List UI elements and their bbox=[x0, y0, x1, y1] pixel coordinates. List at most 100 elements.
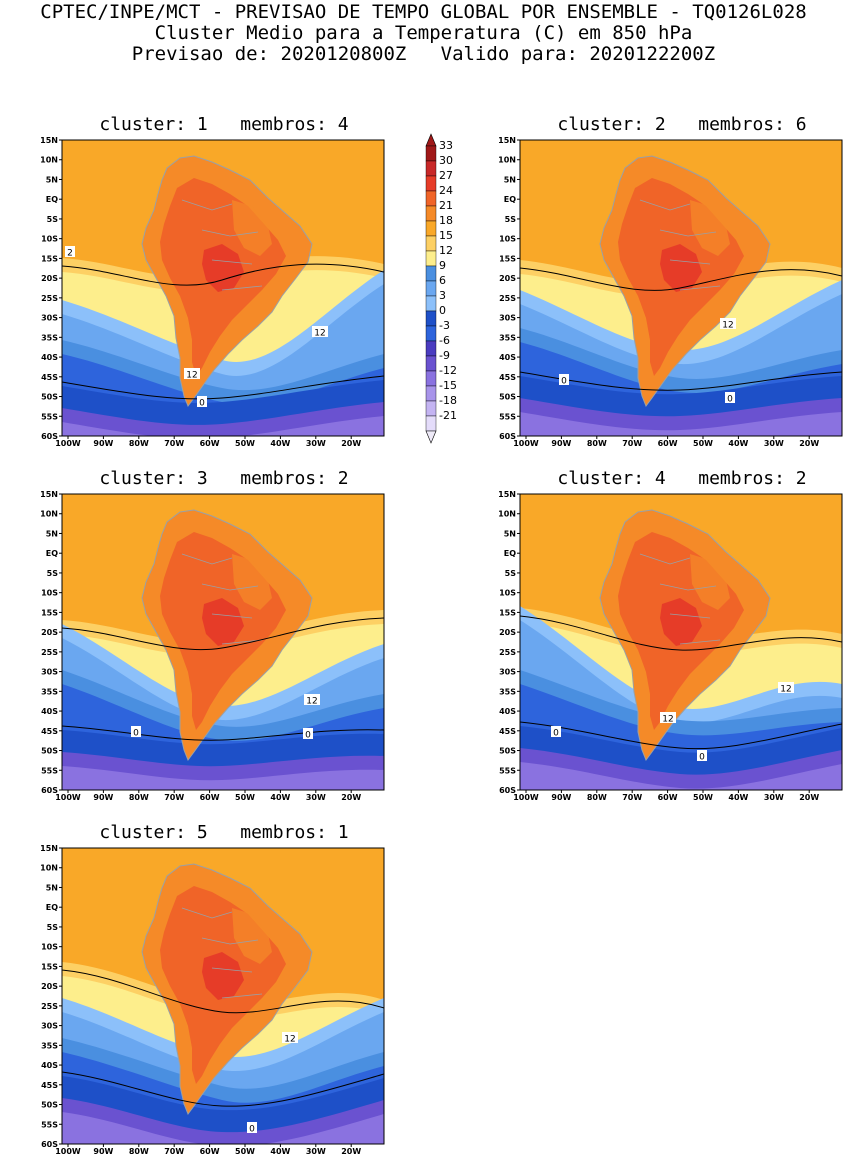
lat-label: 5N bbox=[46, 175, 58, 184]
lat-label: 25S bbox=[41, 648, 58, 657]
continent-hottest-core bbox=[202, 244, 244, 292]
colorbar-swatch bbox=[425, 265, 437, 282]
lat-label: 30S bbox=[41, 668, 58, 677]
lat-label: 35S bbox=[499, 333, 516, 342]
panel-4-title: cluster: 4 membros: 2 bbox=[557, 468, 807, 489]
colorbar-label: 21 bbox=[439, 199, 453, 212]
contour-12 bbox=[520, 615, 842, 651]
lat-label: 25S bbox=[41, 294, 58, 303]
lat-label: EQ bbox=[504, 195, 516, 204]
contour-0 bbox=[62, 1071, 384, 1107]
lat-label: 50S bbox=[41, 1101, 58, 1110]
lat-label: 45S bbox=[41, 373, 58, 382]
colorbar-label: 30 bbox=[439, 154, 453, 167]
lon-label: 80W bbox=[129, 439, 149, 448]
contour-12 bbox=[62, 263, 384, 286]
lat-label: 55S bbox=[41, 766, 58, 775]
lat-label: EQ bbox=[46, 195, 58, 204]
lon-label: 70W bbox=[164, 1147, 184, 1156]
continent-hottest-core bbox=[202, 598, 244, 646]
lon-label: 50W bbox=[235, 439, 255, 448]
lat-label: 30S bbox=[41, 1022, 58, 1031]
colorbar-swatch bbox=[425, 310, 437, 327]
lat-label: 35S bbox=[41, 687, 58, 696]
colorbar-label: -6 bbox=[439, 334, 450, 347]
lat-label: 60S bbox=[499, 786, 516, 795]
lat-label: 5S bbox=[505, 569, 517, 578]
lat-label: 25S bbox=[41, 1002, 58, 1011]
lon-label: 50W bbox=[693, 439, 713, 448]
colorbar-label: -12 bbox=[439, 364, 457, 377]
panel-3-map: 12 0 0 15N 10N 5N EQ 5S 10S 15S 20S 25S 30S 35S 40S 45S… bbox=[40, 490, 385, 802]
header-line-1: CPTEC/INPE/MCT - PREVISAO DE TEMPO GLOBA… bbox=[40, 1, 807, 23]
panel-3-title: cluster: 3 membros: 2 bbox=[99, 468, 349, 489]
lat-label: 20S bbox=[41, 628, 58, 637]
contour-label: 0 bbox=[699, 753, 705, 763]
lat-label: 15S bbox=[41, 962, 58, 971]
continent-hottest-core bbox=[202, 952, 244, 1000]
colorbar-top-arrow bbox=[425, 133, 437, 147]
colorbar-swatch bbox=[425, 190, 437, 207]
lat-label: 20S bbox=[41, 274, 58, 283]
contour-label-box bbox=[247, 1122, 257, 1133]
continent-hottest-core bbox=[660, 244, 702, 292]
lat-label: 15S bbox=[499, 254, 516, 263]
band-minus12-minus9 bbox=[62, 416, 384, 436]
lat-label: 15N bbox=[498, 490, 516, 499]
contour-label-box bbox=[282, 1032, 298, 1043]
contour-0 bbox=[62, 725, 384, 741]
band-minus12-minus9 bbox=[520, 762, 842, 790]
lon-label: 50W bbox=[235, 793, 255, 802]
lon-label: 60W bbox=[658, 439, 678, 448]
lon-label: 60W bbox=[658, 793, 678, 802]
contour-label-box bbox=[303, 728, 313, 739]
contour-label-box bbox=[312, 326, 328, 337]
contour-label: 0 bbox=[561, 377, 567, 387]
lat-label: 10N bbox=[40, 510, 58, 519]
lat-label: 15S bbox=[41, 254, 58, 263]
lon-label: 90W bbox=[93, 439, 113, 448]
country-borders bbox=[181, 907, 263, 999]
lat-label: 10S bbox=[499, 235, 516, 244]
lat-label: 10S bbox=[41, 235, 58, 244]
lon-label: 30W bbox=[764, 439, 784, 448]
colorbar-swatch bbox=[425, 385, 437, 402]
lat-label: 55S bbox=[41, 1120, 58, 1129]
lon-label: 100W bbox=[55, 439, 81, 448]
lon-label: 20W bbox=[341, 1147, 361, 1156]
colorbar-label: 33 bbox=[439, 139, 453, 152]
coastline bbox=[141, 509, 313, 762]
lon-label: 30W bbox=[764, 793, 784, 802]
lat-label: 25S bbox=[499, 648, 516, 657]
lat-label: 5N bbox=[46, 883, 58, 892]
colorbar-label: 0 bbox=[439, 304, 446, 317]
colorbar-label: 27 bbox=[439, 169, 453, 182]
header-line-3: Previsao de: 2020120800Z Valido para: 20… bbox=[131, 43, 716, 65]
lon-label: 20W bbox=[799, 439, 819, 448]
colorbar-label: 18 bbox=[439, 214, 453, 227]
lat-label: 10S bbox=[41, 943, 58, 952]
continent-warm-patch bbox=[232, 908, 272, 964]
contour-0 bbox=[62, 375, 384, 400]
lat-label: 40S bbox=[499, 707, 516, 716]
lat-label: 30S bbox=[41, 314, 58, 323]
lon-label: 40W bbox=[270, 1147, 290, 1156]
lon-label: 80W bbox=[129, 1147, 149, 1156]
colorbar-label: 12 bbox=[439, 244, 453, 257]
lat-label: 30S bbox=[499, 668, 516, 677]
contour-12 bbox=[62, 617, 384, 651]
lat-label: 55S bbox=[499, 766, 516, 775]
panel-2-map: 12 0 0 15N 10N 5N EQ 5S 10S 15S 20S 25S 30S 35S 40S 45S… bbox=[498, 136, 843, 448]
colorbar-swatch bbox=[425, 295, 437, 312]
colorbar-label: 24 bbox=[439, 184, 453, 197]
contour-label-box bbox=[720, 318, 736, 329]
header-line-2: Cluster Medio para a Temperatura (C) em … bbox=[154, 22, 693, 44]
lat-label: 35S bbox=[41, 333, 58, 342]
colorbar-label: -15 bbox=[439, 379, 457, 392]
colorbar-label: 6 bbox=[439, 274, 446, 287]
lon-label: 40W bbox=[728, 793, 748, 802]
colorbar-label: 3 bbox=[439, 289, 446, 302]
contour-label-box bbox=[551, 726, 561, 737]
colorbar-swatch bbox=[425, 175, 437, 192]
contour-label: 0 bbox=[199, 399, 205, 409]
